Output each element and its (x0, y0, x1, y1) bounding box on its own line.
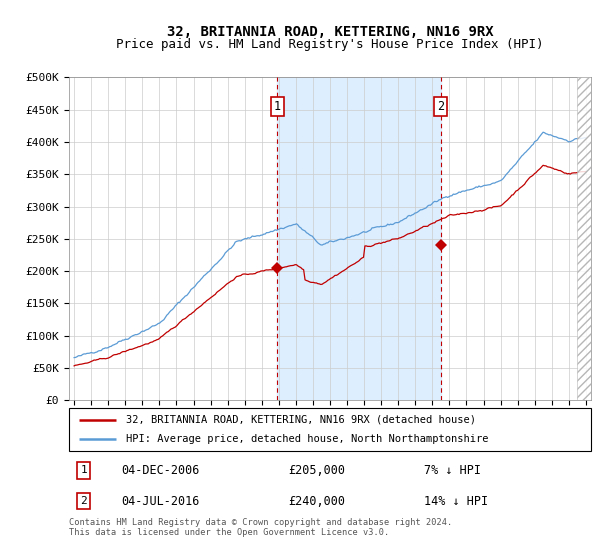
Text: £205,000: £205,000 (288, 464, 345, 477)
Text: Contains HM Land Registry data © Crown copyright and database right 2024.
This d: Contains HM Land Registry data © Crown c… (69, 518, 452, 538)
Text: 2: 2 (80, 496, 87, 506)
Text: 32, BRITANNIA ROAD, KETTERING, NN16 9RX: 32, BRITANNIA ROAD, KETTERING, NN16 9RX (167, 25, 493, 39)
Text: 7% ↓ HPI: 7% ↓ HPI (424, 464, 481, 477)
FancyBboxPatch shape (69, 408, 591, 451)
Text: 1: 1 (274, 100, 281, 113)
Text: 04-DEC-2006: 04-DEC-2006 (121, 464, 200, 477)
Text: Price paid vs. HM Land Registry's House Price Index (HPI): Price paid vs. HM Land Registry's House … (116, 38, 544, 51)
Bar (277, 77, 441, 400)
Text: HPI: Average price, detached house, North Northamptonshire: HPI: Average price, detached house, Nort… (127, 434, 489, 444)
Text: 04-JUL-2016: 04-JUL-2016 (121, 494, 200, 508)
Text: £240,000: £240,000 (288, 494, 345, 508)
Text: 1: 1 (80, 465, 87, 475)
Text: 14% ↓ HPI: 14% ↓ HPI (424, 494, 488, 508)
Text: 2: 2 (437, 100, 445, 113)
Text: 32, BRITANNIA ROAD, KETTERING, NN16 9RX (detached house): 32, BRITANNIA ROAD, KETTERING, NN16 9RX … (127, 415, 476, 424)
